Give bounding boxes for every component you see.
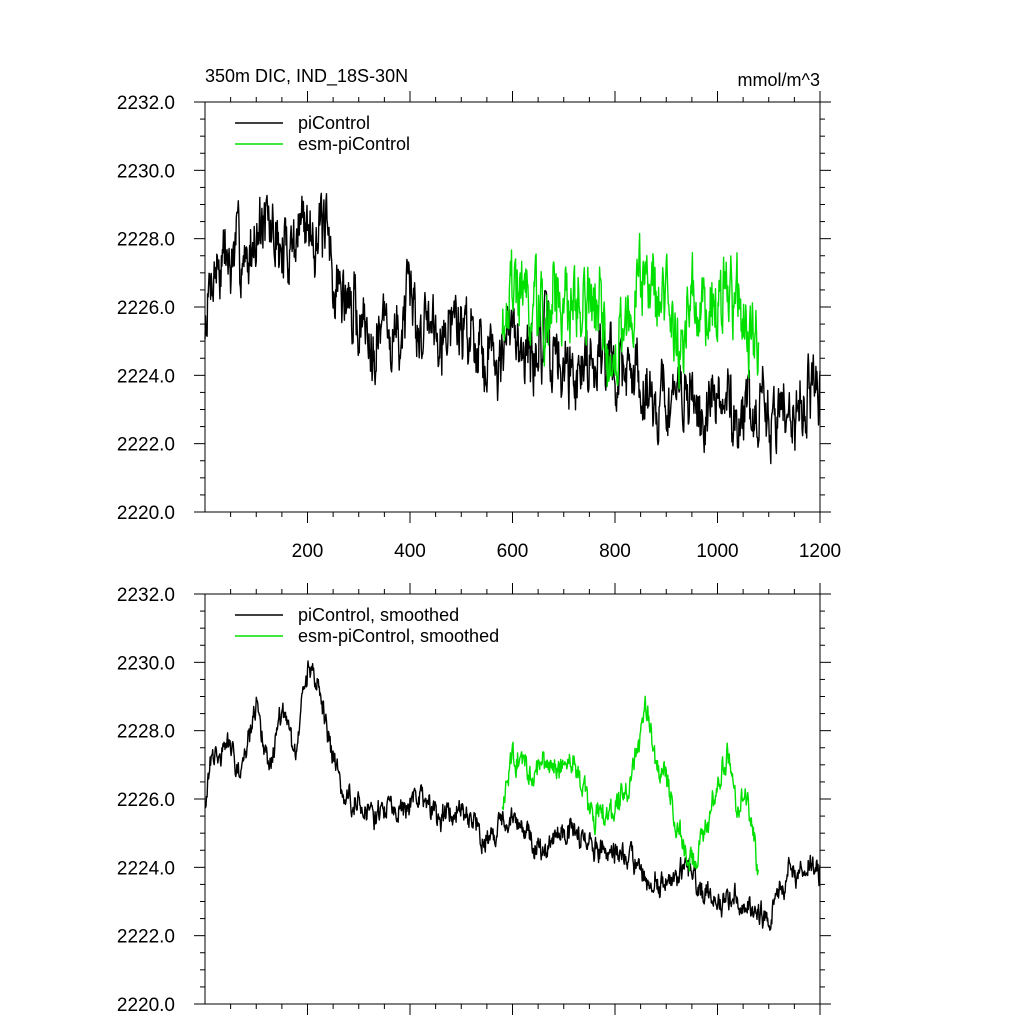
- series-lines: [204, 660, 821, 931]
- y-tick-label: 2224.0: [117, 858, 175, 879]
- y-tick-label: 2220.0: [117, 995, 175, 1016]
- x-tick-label: 400: [394, 541, 426, 562]
- y-tick-label: 2232.0: [117, 93, 175, 114]
- plot-frame: [204, 101, 821, 513]
- x-tick-label: 200: [292, 541, 324, 562]
- y-tick-label: 2228.0: [117, 230, 175, 251]
- chart-title: 350m DIC, IND_18S-30N: [205, 66, 408, 87]
- y-tick-label: 2222.0: [117, 927, 175, 948]
- x-tick-label: 1200: [799, 541, 841, 562]
- series-lines: [204, 192, 821, 465]
- legend-label: piControl, smoothed: [298, 605, 459, 625]
- axis-ticks: 2220.0 2222.0 2224.0 2226.0 2228.0 2230.0 2232…: [117, 583, 831, 1016]
- x-tick-label: 600: [497, 541, 529, 562]
- y-tick-label: 2230.0: [117, 161, 175, 182]
- y-tick-label: 2220.0: [117, 503, 175, 524]
- y-tick-label: 2228.0: [117, 722, 175, 743]
- axis-ticks: 2220.0 2222.0 2224.0 2226.0 2228.0 2230.0 2232…: [117, 91, 841, 562]
- series-line-picontrol: [204, 192, 821, 465]
- legend-label: piControl: [298, 113, 370, 133]
- panel-bottom: 2220.0 2222.0 2224.0 2226.0 2228.0 2230.0 2232…: [117, 583, 831, 1016]
- x-tick-label: 800: [599, 541, 631, 562]
- series-line-picontrol-smoothed: [204, 660, 821, 931]
- series-line-esm-picontrol: [501, 232, 760, 390]
- y-tick-label: 2232.0: [117, 585, 175, 606]
- chart-units: mmol/m^3: [738, 70, 820, 90]
- y-tick-label: 2230.0: [117, 653, 175, 674]
- y-tick-label: 2226.0: [117, 790, 175, 811]
- series-line-esm-picontrol-smoothed: [501, 695, 760, 876]
- y-tick-label: 2224.0: [117, 366, 175, 387]
- panel-top: 350m DIC, IND_18S-30N mmol/m^3 2220.0222…: [117, 66, 841, 562]
- x-tick-label: 1000: [696, 541, 738, 562]
- plot-frame: [204, 593, 821, 1005]
- legend-label: esm-piControl: [298, 134, 410, 154]
- y-tick-label: 2222.0: [117, 435, 175, 456]
- y-tick-label: 2226.0: [117, 298, 175, 319]
- legend-label: esm-piControl, smoothed: [298, 626, 499, 646]
